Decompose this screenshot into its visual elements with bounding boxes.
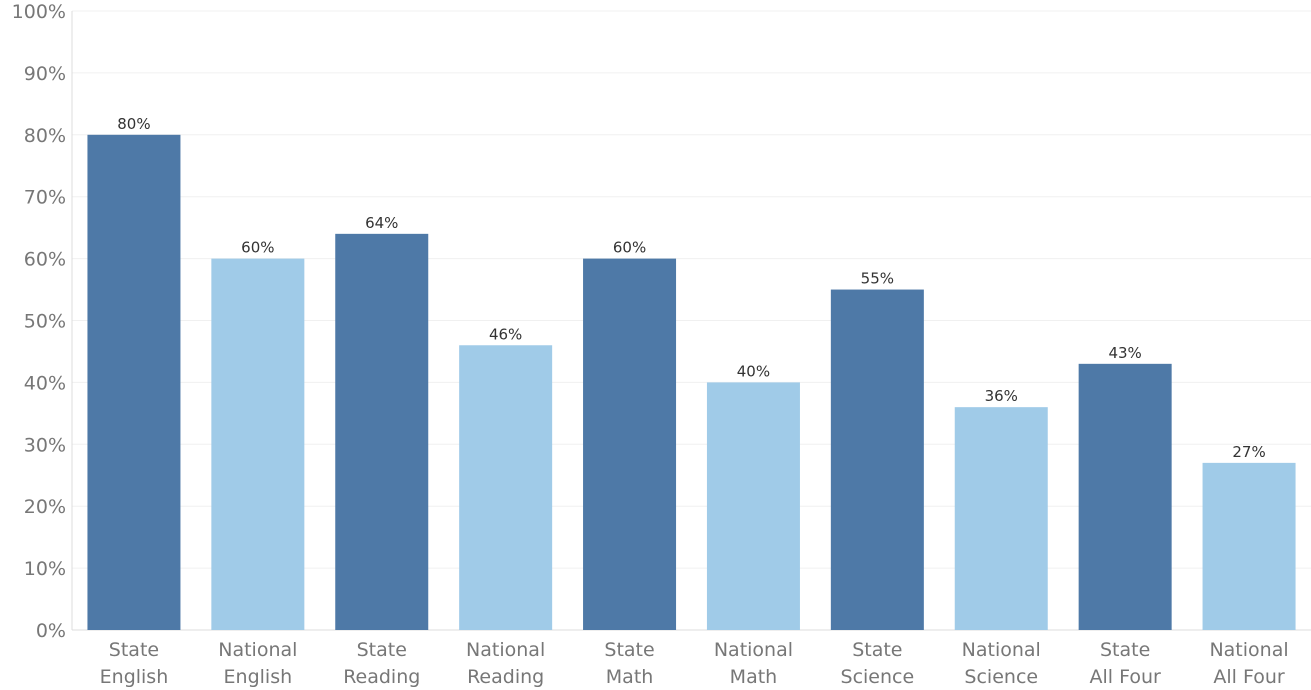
y-tick-label: 90% [24, 63, 66, 85]
x-axis: State English National English State Reading N… [100, 639, 1289, 688]
x-tick-label: State [109, 639, 159, 661]
x-tick-label: State [357, 639, 407, 661]
data-label: 27% [1232, 443, 1265, 461]
bars [87, 134, 1296, 631]
y-tick-label: 10% [24, 558, 66, 580]
data-label: 64% [365, 214, 398, 232]
x-tick-label: All Four [1213, 666, 1285, 688]
bar [459, 345, 553, 630]
x-tick-label: Reading [467, 666, 544, 688]
y-tick-label: 100% [12, 1, 66, 23]
x-tick-label: National [714, 639, 793, 661]
x-tick-label: All Four [1089, 666, 1161, 688]
bar [211, 258, 305, 630]
x-tick-label: State [1100, 639, 1150, 661]
data-labels: 80% 60% 64% 46% 60% 40% 55% 36% 43% 27% [117, 115, 1265, 461]
y-axis: 0% 10% 20% 30% 40% 50% 60% 70% 80% 90% 100% [12, 1, 66, 642]
bar [583, 258, 677, 630]
y-tick-label: 70% [24, 187, 66, 209]
data-label: 60% [241, 239, 274, 257]
x-tick-label: English [100, 666, 169, 688]
data-label: 43% [1108, 344, 1141, 362]
y-tick-label: 80% [24, 125, 66, 147]
y-tick-label: 40% [24, 372, 66, 394]
data-label: 40% [737, 362, 770, 380]
x-tick-label: State [852, 639, 902, 661]
x-tick-label: Math [606, 666, 654, 688]
bar [1078, 363, 1172, 630]
x-tick-label: Reading [343, 666, 420, 688]
data-label: 80% [117, 115, 150, 133]
x-tick-label: National [962, 639, 1041, 661]
bar [954, 407, 1048, 630]
y-tick-label: 30% [24, 434, 66, 456]
x-tick-label: English [224, 666, 293, 688]
bar [1202, 462, 1296, 630]
x-tick-label: Math [730, 666, 778, 688]
y-tick-label: 0% [36, 620, 66, 642]
data-label: 36% [985, 387, 1018, 405]
x-tick-label: Science [841, 666, 915, 688]
x-tick-label: National [1209, 639, 1288, 661]
y-tick-label: 50% [24, 311, 66, 333]
bar [830, 289, 924, 630]
x-tick-label: Science [964, 666, 1038, 688]
data-label: 60% [613, 239, 646, 257]
x-tick-label: National [466, 639, 545, 661]
bar [335, 233, 429, 630]
data-label: 46% [489, 325, 522, 343]
y-tick-label: 20% [24, 496, 66, 518]
bar [87, 134, 181, 631]
x-tick-label: National [218, 639, 297, 661]
data-label: 55% [861, 270, 894, 288]
bar [706, 382, 800, 630]
x-tick-label: State [604, 639, 654, 661]
y-tick-label: 60% [24, 249, 66, 271]
